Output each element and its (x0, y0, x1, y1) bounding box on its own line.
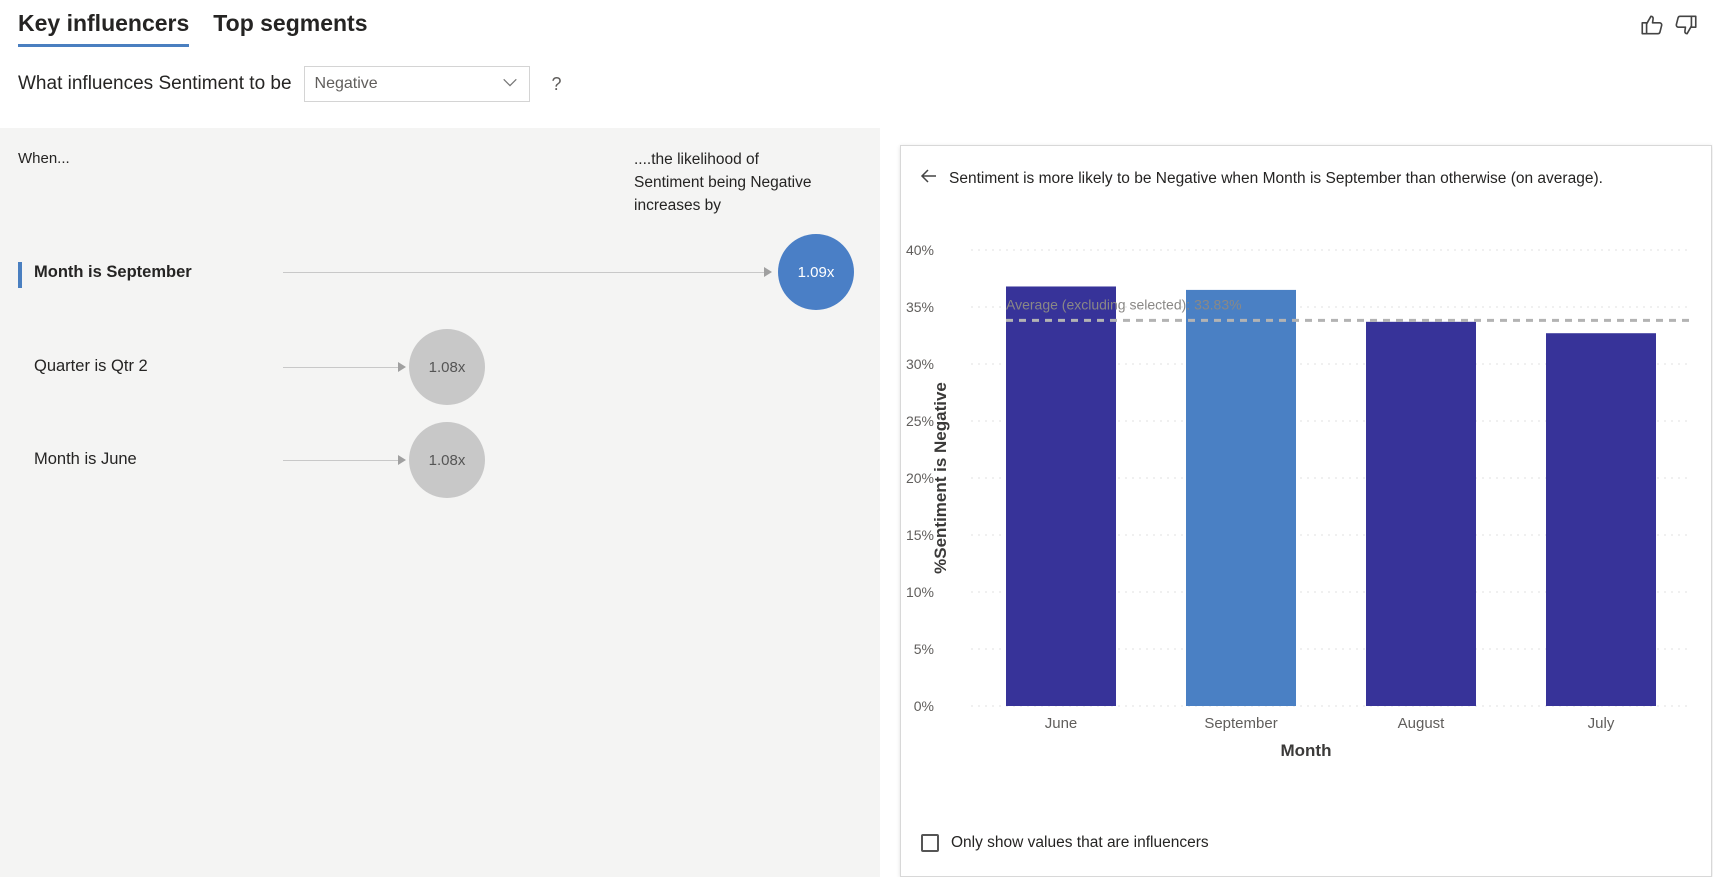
tab-top-segments[interactable]: Top segments (213, 10, 368, 36)
y-tick-label: 20% (906, 470, 934, 486)
y-tick-label: 0% (914, 698, 934, 714)
checkbox-label: Only show values that are influencers (951, 834, 1209, 851)
y-tick-label: 30% (906, 356, 934, 372)
influencer-row-month-june[interactable]: Month is June (34, 450, 137, 468)
x-tick-label: August (1398, 715, 1446, 732)
y-tick-label: 40% (906, 242, 934, 258)
influencer-detail-panel: 0% 5% 10% 15% 20% 25% 30% 35% 40% June September Au… (900, 145, 1712, 877)
bar-july[interactable] (1546, 333, 1656, 706)
bar-august[interactable] (1366, 321, 1476, 706)
detail-description: Sentiment is more likely to be Negative … (949, 169, 1603, 187)
bar-september[interactable] (1186, 289, 1296, 706)
x-axis-title: Month (1281, 741, 1332, 760)
y-axis-title: %Sentiment is Negative (931, 382, 950, 574)
detail-header: Sentiment is more likely to be Negative … (919, 166, 1603, 191)
sentiment-bar-chart: 0% 5% 10% 15% 20% 25% 30% 35% 40% June September Au… (906, 242, 1691, 760)
influencers-list-panel: When... ....the likelihood of Sentiment … (0, 128, 880, 877)
x-tick-label: September (1204, 715, 1277, 732)
thumbs-up-icon[interactable] (1639, 12, 1665, 38)
dropdown-value: Negative (314, 75, 378, 92)
influencers-only-checkbox[interactable] (921, 834, 939, 852)
x-tick-label: June (1045, 715, 1078, 732)
feedback-buttons (1639, 12, 1699, 38)
tab-key-influencers[interactable]: Key influencers (18, 10, 190, 47)
selected-indicator (18, 262, 22, 288)
thumbs-down-icon[interactable] (1673, 12, 1699, 38)
tab-bar: Key influencers Top segments (18, 10, 368, 47)
y-tick-label: 35% (906, 299, 934, 315)
bar-june[interactable] (1006, 286, 1116, 706)
connector-arrow-icon (398, 455, 406, 465)
chevron-down-icon (501, 73, 519, 96)
sentiment-dropdown[interactable]: Negative (303, 66, 530, 102)
influencer-bubble-month-september[interactable]: 1.09x (778, 234, 854, 310)
influencer-bubble-month-june[interactable]: 1.08x (409, 422, 485, 498)
x-tick-label: July (1588, 715, 1615, 732)
average-label: Average (excluding selected): 33.83% (1006, 296, 1242, 312)
arrow-left-icon[interactable] (919, 166, 939, 191)
likelihood-label: ....the likelihood of Sentiment being Ne… (634, 151, 812, 214)
connector-arrow-icon (398, 362, 406, 372)
influencer-row-quarter-qtr2[interactable]: Quarter is Qtr 2 (34, 357, 148, 375)
y-tick-label: 10% (906, 584, 934, 600)
connector-line (283, 460, 398, 461)
connector-arrow-icon (764, 267, 772, 277)
influencer-bubble-quarter-qtr2[interactable]: 1.08x (409, 329, 485, 405)
connector-line (283, 367, 398, 368)
influence-question: What influences Sentiment to be Negative… (18, 66, 562, 102)
y-tick-label: 5% (914, 641, 934, 657)
connector-line (283, 272, 764, 273)
y-tick-label: 25% (906, 413, 934, 429)
when-label: When... (18, 150, 70, 167)
influencer-filter-checkbox-row: Only show values that are influencers (921, 834, 1209, 852)
help-icon[interactable]: ? (551, 73, 562, 94)
y-tick-label: 15% (906, 527, 934, 543)
influencer-row-month-september[interactable]: Month is September (34, 263, 192, 281)
question-prefix: What influences Sentiment to be (18, 73, 292, 94)
